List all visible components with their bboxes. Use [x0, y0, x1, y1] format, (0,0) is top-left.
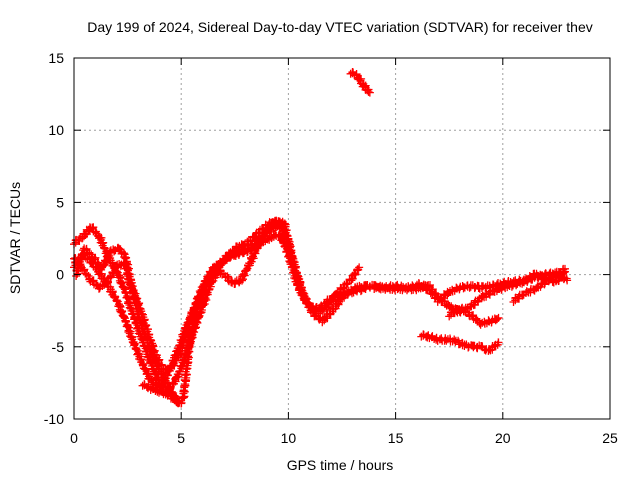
x-tick-label: 20 [495, 430, 511, 446]
data-points [70, 68, 572, 408]
data-marker-trace [509, 264, 569, 306]
axis-ticks: 0 5 10 15 20 25 -10 -5 0 5 10 15 [44, 50, 618, 446]
y-axis-label: SDTVAR / TECUs [7, 182, 23, 294]
series-trace-11 [417, 330, 503, 355]
y-tick-label: 15 [48, 50, 64, 66]
data-marker-trace [346, 68, 374, 97]
data-marker-trace [72, 216, 289, 408]
series-trace-6 [346, 68, 374, 97]
y-tick-label: 5 [56, 194, 64, 210]
data-marker-trace [138, 380, 181, 407]
y-tick-label: -10 [44, 411, 64, 427]
chart-title: Day 199 of 2024, Sidereal Day-to-day VTE… [87, 19, 593, 35]
series-trace-10 [509, 264, 569, 306]
x-axis-label: GPS time / hours [287, 457, 394, 473]
x-tick-label: 15 [388, 430, 404, 446]
x-tick-label: 10 [281, 430, 297, 446]
data-marker-trace [417, 330, 503, 355]
data-marker-trace [445, 303, 503, 329]
y-tick-label: -5 [52, 339, 65, 355]
y-tick-label: 0 [56, 267, 64, 283]
grid-lines [74, 58, 610, 419]
plot-frame [73, 57, 611, 420]
x-tick-label: 5 [177, 430, 185, 446]
series-trace-4 [72, 216, 289, 408]
series-trace-9 [445, 303, 503, 329]
series-trace-5 [138, 380, 181, 407]
x-tick-label: 25 [602, 430, 618, 446]
x-tick-label: 0 [70, 430, 78, 446]
y-tick-label: 10 [48, 122, 64, 138]
